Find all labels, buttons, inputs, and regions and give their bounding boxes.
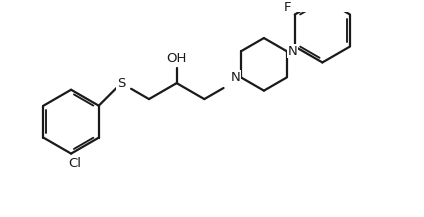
Text: N: N [287, 45, 297, 58]
Text: Cl: Cl [68, 156, 81, 169]
Text: OH: OH [167, 52, 187, 65]
Text: S: S [117, 77, 126, 90]
Text: N: N [231, 71, 240, 84]
Text: F: F [284, 0, 291, 13]
